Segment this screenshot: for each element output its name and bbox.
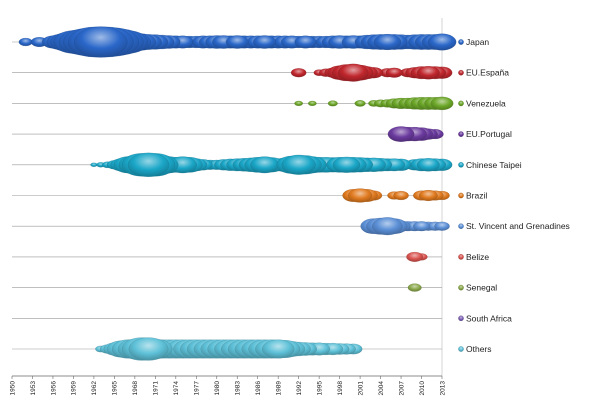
- x-tick-label-1965: 1965: [112, 381, 119, 396]
- bubble-japan-1952: [18, 37, 33, 47]
- legend-marker-eu-portugal: [458, 131, 464, 137]
- bubble-japan-1993: [294, 35, 317, 49]
- bubble-brazil-2007: [393, 190, 409, 201]
- bubble-eu-espa-a-1992: [290, 68, 307, 78]
- bubble-venezuela-2001: [354, 100, 366, 107]
- x-tick-label-1971: 1971: [153, 381, 160, 396]
- legend-marker-chinese-taipei: [458, 162, 464, 168]
- x-tick-label-1995: 1995: [316, 381, 323, 396]
- x-tick-label-2004: 2004: [378, 381, 385, 396]
- bubble-chinese-taipei-1970: [127, 152, 170, 177]
- legend-label-japan: Japan: [466, 37, 489, 47]
- x-tick-label-1953: 1953: [30, 381, 37, 396]
- x-tick-label-2010: 2010: [419, 381, 426, 396]
- legend-label-others: Others: [466, 344, 492, 354]
- x-tick-label-2013: 2013: [439, 381, 446, 396]
- x-tick-label-1959: 1959: [71, 381, 78, 396]
- legend-marker-south-africa: [458, 315, 464, 322]
- x-tick-label-1992: 1992: [296, 381, 303, 396]
- bubble-st-vincent-and-grenadines-2005: [372, 217, 403, 236]
- legend-label-belize: Belize: [466, 252, 489, 262]
- bubble-japan-2005: [373, 34, 402, 50]
- bubble-brazil-2011: [418, 190, 438, 201]
- bubble-japan-1983: [225, 35, 249, 49]
- legend: Japan EU.España Venezuela EU.Portugal Chines…: [458, 37, 570, 354]
- bubble-japan-2013: [427, 33, 457, 51]
- legend-marker-st-vincent-and-grenadines: [458, 223, 464, 229]
- bubble-venezuela-2013: [430, 96, 454, 111]
- bubble-marks: [18, 26, 457, 361]
- legend-label-senegal: Senegal: [466, 283, 497, 293]
- bubble-chinese-taipei-2011: [416, 158, 440, 172]
- bubble-chinese-taipei-1999: [332, 156, 361, 173]
- x-tick-label-1968: 1968: [132, 381, 139, 396]
- bubble-belize-2009: [406, 251, 424, 262]
- bubble-eu-portugal-2007: [387, 126, 415, 142]
- bubble-st-vincent-and-grenadines-2010: [413, 221, 430, 232]
- bubble-venezuela-1997: [327, 100, 338, 107]
- legend-marker-eu-espa-a: [458, 69, 464, 76]
- bubble-eu-espa-a-2000: [338, 63, 369, 82]
- bubble-eu-espa-a-2006: [385, 67, 403, 78]
- legend-marker-others: [458, 346, 464, 352]
- bubble-chinese-taipei-1992: [281, 154, 316, 175]
- legend-label-venezuela: Venezuela: [466, 98, 506, 108]
- x-tick-label-1956: 1956: [50, 381, 57, 396]
- bubble-chinese-taipei-1962: [90, 162, 98, 167]
- x-tick-label-1974: 1974: [173, 381, 180, 396]
- bubble-chinese-taipei-1987: [250, 156, 279, 174]
- bubble-brazil-2001: [348, 188, 373, 203]
- legend-label-eu-espa-a: EU.España: [466, 68, 509, 78]
- legend-label-st-vincent-and-grenadines: St. Vincent and Grenadines: [466, 221, 570, 231]
- legend-label-chinese-taipei: Chinese Taipei: [466, 160, 522, 170]
- bubble-others-1970: [128, 337, 169, 361]
- legend-marker-brazil: [458, 192, 464, 199]
- x-axis: 1950 1953 1956 1959 1962 1965 1968 1971 1974 1977…: [9, 375, 446, 396]
- bubble-eu-espa-a-2011: [416, 66, 440, 80]
- bubble-st-vincent-and-grenadines-2013: [434, 221, 450, 231]
- x-tick-label-1983: 1983: [235, 381, 242, 396]
- x-tick-label-1962: 1962: [91, 381, 98, 396]
- bubble-others-1989: [262, 339, 295, 359]
- bubble-japan-1963: [74, 26, 128, 58]
- x-tick-label-1989: 1989: [275, 381, 282, 396]
- bubble-japan-1987: [253, 35, 276, 49]
- x-tick-label-1980: 1980: [214, 381, 221, 396]
- legend-marker-senegal: [458, 284, 464, 291]
- x-tick-label-2001: 2001: [357, 381, 364, 396]
- legend-label-south-africa: South Africa: [466, 313, 512, 323]
- x-tick-label-1998: 1998: [337, 381, 344, 396]
- legend-marker-japan: [458, 39, 464, 45]
- bubble-venezuela-1994: [308, 100, 317, 106]
- legend-label-brazil: Brazil: [466, 191, 487, 201]
- bubble-senegal-2009: [407, 283, 422, 292]
- x-tick-label-1977: 1977: [194, 381, 201, 396]
- x-tick-label-1986: 1986: [255, 381, 262, 396]
- x-tick-label-1950: 1950: [9, 381, 16, 396]
- x-tick-label-2007: 2007: [398, 381, 405, 396]
- legend-label-eu-portugal: EU.Portugal: [466, 129, 512, 139]
- legend-marker-belize: [458, 254, 464, 260]
- legend-marker-venezuela: [458, 100, 464, 107]
- bubble-venezuela-1992: [294, 100, 303, 106]
